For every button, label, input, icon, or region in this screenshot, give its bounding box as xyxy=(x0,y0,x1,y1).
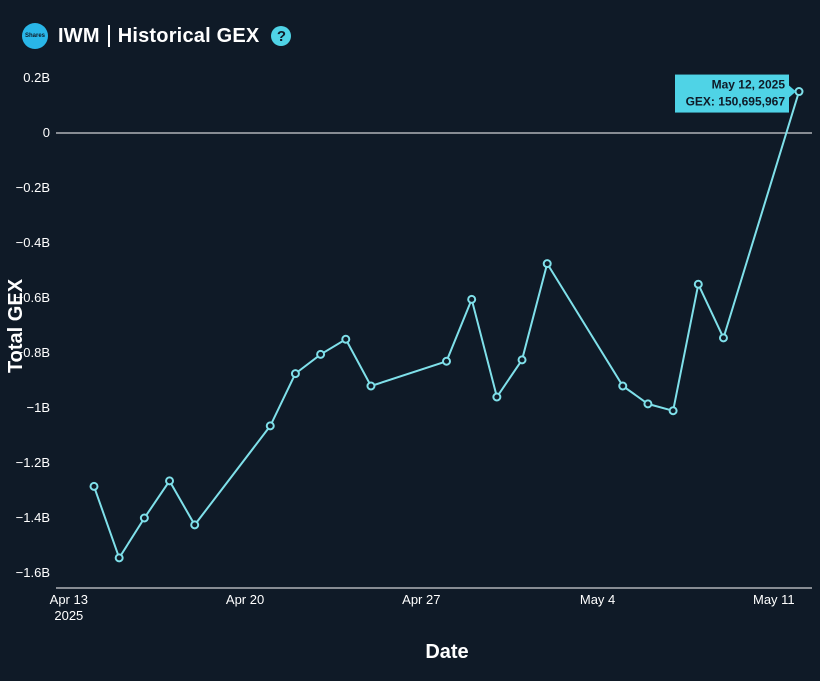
y-tick-label: 0 xyxy=(43,125,50,140)
y-tick-label: −0.2B xyxy=(16,180,50,195)
data-point xyxy=(718,333,728,343)
data-point xyxy=(139,513,149,523)
x-tick-label: Apr 20 xyxy=(226,592,264,607)
y-tick-label: −1B xyxy=(27,400,51,415)
data-point xyxy=(492,392,502,402)
data-point xyxy=(643,399,653,409)
data-point xyxy=(366,381,376,391)
data-point xyxy=(693,279,703,289)
y-tick-label: −0.8B xyxy=(16,345,50,360)
data-point xyxy=(668,406,678,416)
y-tick-label: −1.4B xyxy=(16,510,50,525)
data-point xyxy=(316,349,326,359)
y-axis: 0.2B 0 −0.2B −0.4B −0.6B −0.8B −1B −1.2B −1.4B −1… xyxy=(16,70,50,580)
data-point xyxy=(517,355,527,365)
ticker-label: IWM xyxy=(58,24,100,47)
tooltip-box xyxy=(675,74,789,113)
data-point xyxy=(290,369,300,379)
data-point xyxy=(618,381,628,391)
brand-logo-icon: Shares xyxy=(22,23,48,49)
tooltip-date: May 12, 2025 xyxy=(712,78,786,92)
y-tick-label: 0.2B xyxy=(23,70,50,85)
data-point xyxy=(442,356,451,366)
y-tick-label: −0.4B xyxy=(16,235,50,250)
data-point xyxy=(190,520,200,530)
y-tick-label: −1.2B xyxy=(16,455,50,470)
data-point xyxy=(542,259,552,269)
chart-title: Historical GEX xyxy=(117,24,260,47)
data-point xyxy=(89,481,99,491)
y-axis-title: Total GEX xyxy=(5,278,27,373)
data-point xyxy=(794,87,804,97)
x-tick-sublabel: 2025 xyxy=(54,608,83,623)
hover-tooltip: May 12, 2025 GEX: 150,695,967 xyxy=(675,74,796,113)
x-tick-label: May 11 xyxy=(753,592,795,607)
x-tick-label: May 4 xyxy=(580,592,615,607)
help-icon[interactable]: ? xyxy=(271,26,292,46)
title-separator xyxy=(107,25,110,47)
data-point xyxy=(114,553,124,563)
chart-header: Shares IWM Historical GEX ? xyxy=(22,20,292,52)
data-point xyxy=(341,334,351,344)
series-line-total-gex xyxy=(93,91,800,561)
data-points xyxy=(89,87,804,563)
x-tick-label: Apr 13 xyxy=(50,592,88,607)
y-tick-label: −1.6B xyxy=(16,565,50,580)
x-tick-label: Apr 27 xyxy=(402,592,440,607)
data-point xyxy=(165,476,175,486)
tooltip-value: GEX: 150,695,967 xyxy=(686,95,786,109)
data-point xyxy=(265,421,275,431)
tooltip-pointer xyxy=(789,85,796,98)
y-tick-label: −0.6B xyxy=(16,290,50,305)
data-point xyxy=(467,294,477,304)
x-axis-title: Date xyxy=(425,641,468,663)
